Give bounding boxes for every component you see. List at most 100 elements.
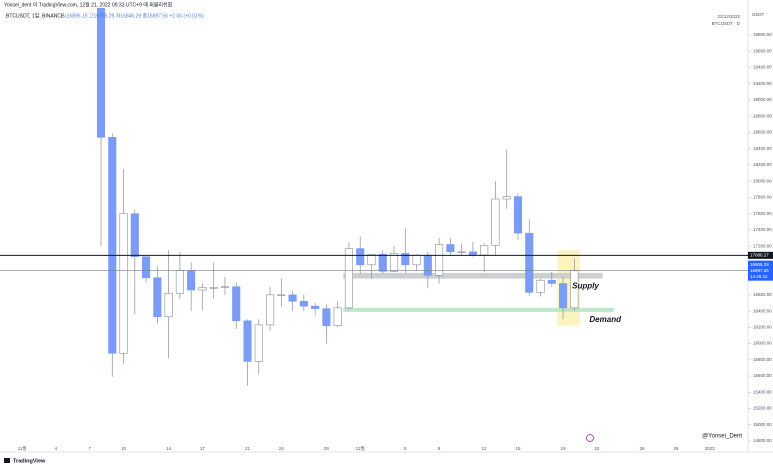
- y-tick-label: 17800.00: [753, 195, 772, 200]
- y-tick-label: 16000.00: [753, 341, 772, 346]
- candle-body: [457, 251, 466, 253]
- y-tick-label: 18200.00: [753, 162, 772, 167]
- zone: [343, 307, 614, 312]
- y-tick-label: 15800.00: [753, 357, 772, 362]
- x-tick-label: 21: [245, 446, 251, 451]
- candle-body: [401, 253, 410, 266]
- plot-area: [96, 8, 614, 386]
- x-tick-label: 17: [200, 446, 206, 451]
- x-tick-label: 24: [279, 446, 285, 451]
- candle-body: [108, 137, 117, 354]
- x-tick-label: 12: [482, 446, 488, 451]
- x-tick-label: 29: [673, 446, 679, 451]
- zone-label: Supply: [572, 282, 599, 291]
- candle-body: [547, 279, 556, 284]
- y-tick-label: 19000.00: [753, 97, 772, 102]
- x-tick-label: 4: [55, 446, 58, 451]
- symbol-right: BTCUSDT · D: [712, 21, 741, 26]
- candle-body: [435, 244, 444, 276]
- y-tick-label: 15200.00: [753, 406, 772, 411]
- publisher-line: Yonsei_dent 이 TradingView.com, 12월 21, 2…: [4, 1, 173, 8]
- y-tick-label: 16200.00: [753, 325, 772, 330]
- x-tick-label: 26: [639, 446, 645, 451]
- y-tick-label: 18400.00: [753, 146, 772, 151]
- y-tick-label: 17600.00: [753, 211, 772, 216]
- price-label: 16897.56: [750, 268, 769, 273]
- y-tick-label: 15400.00: [753, 389, 772, 394]
- candle-body: [153, 277, 162, 318]
- candle-body: [220, 286, 230, 288]
- candle-body: [288, 294, 297, 302]
- candle-body: [119, 213, 128, 354]
- candle-body: [344, 248, 353, 309]
- candle-body: [356, 248, 365, 266]
- candle-body: [322, 308, 331, 326]
- candle-body: [254, 324, 263, 362]
- candle-body: [187, 270, 196, 291]
- countdown: 14:26:42: [750, 274, 768, 279]
- y-tick-label: 19200.00: [753, 81, 772, 86]
- candle-body: [367, 253, 376, 266]
- ohlc-legend: 시16896.15 고16905.29 저16846.29 종16897.56 …: [62, 12, 204, 19]
- x-tick-label: 10: [121, 446, 127, 451]
- x-tick-label: 28: [324, 446, 330, 451]
- symbol: BTCUSDT, 1일, BINANCE: [6, 12, 65, 19]
- candle-body: [130, 213, 139, 257]
- y-tick-label: 15000.00: [753, 422, 772, 427]
- candle-body: [412, 254, 421, 266]
- x-tick-label: 2023: [705, 446, 716, 451]
- candle-body: [446, 244, 455, 253]
- x-tick-label: 12월: [356, 445, 365, 452]
- candle-body: [513, 196, 523, 234]
- x-tick-label: 5: [404, 446, 407, 451]
- candle-body: [502, 196, 511, 200]
- brand: TradingView: [13, 458, 46, 464]
- last-price-tag: [748, 260, 773, 281]
- y-tick-label: 18000.00: [753, 178, 772, 183]
- y-tick-label: 15600.00: [753, 373, 772, 378]
- price-label: 16905.29: [750, 262, 769, 267]
- x-tick-label: 8: [438, 446, 441, 451]
- y-tick-label: 18600.00: [753, 130, 772, 135]
- y-tick-label: 19600.00: [753, 48, 772, 53]
- candle-body: [389, 253, 399, 272]
- x-tick-label: 7: [88, 446, 91, 451]
- x-tick-label: 19: [561, 446, 567, 451]
- candle-body: [423, 254, 432, 276]
- y-tick-label: 14800.00: [753, 438, 772, 443]
- y-tick-label: 17200.00: [753, 243, 772, 248]
- candle-body: [536, 279, 545, 293]
- candle-body: [277, 294, 286, 296]
- candle-body: [333, 307, 342, 326]
- candle-body: [525, 232, 534, 293]
- candle-body: [265, 294, 275, 326]
- candle-body: [311, 305, 320, 309]
- candle-body: [198, 287, 207, 291]
- x-tick-label: 14: [166, 446, 172, 451]
- y-tick-label: 16600.00: [753, 292, 772, 297]
- candle-body: [559, 283, 568, 309]
- candle-body: [232, 286, 241, 322]
- price-tag-label: 17086.27: [750, 253, 769, 258]
- date-right: 22/12/2022: [717, 14, 740, 19]
- y-tick-label: 18800.00: [753, 113, 772, 118]
- candle-body: [164, 292, 173, 318]
- y-tick-label: 19800.00: [753, 32, 772, 37]
- x-tick-label: 22: [594, 446, 600, 451]
- candle-body: [480, 245, 489, 256]
- candle-body: [209, 287, 218, 289]
- y-tick-label: 17400.00: [753, 227, 772, 232]
- candle-body: [175, 270, 184, 294]
- candle-body: [299, 301, 308, 307]
- currency: USDT: [752, 12, 765, 17]
- brand-logo: [4, 458, 10, 463]
- candle-body: [96, 8, 106, 138]
- y-tick-label: 19400.00: [753, 65, 772, 70]
- candle-body: [468, 251, 477, 256]
- zone: [343, 272, 603, 279]
- candle-body: [378, 253, 387, 272]
- event-icon: [586, 434, 594, 442]
- candle-body: [243, 320, 252, 362]
- candle-body: [142, 256, 151, 279]
